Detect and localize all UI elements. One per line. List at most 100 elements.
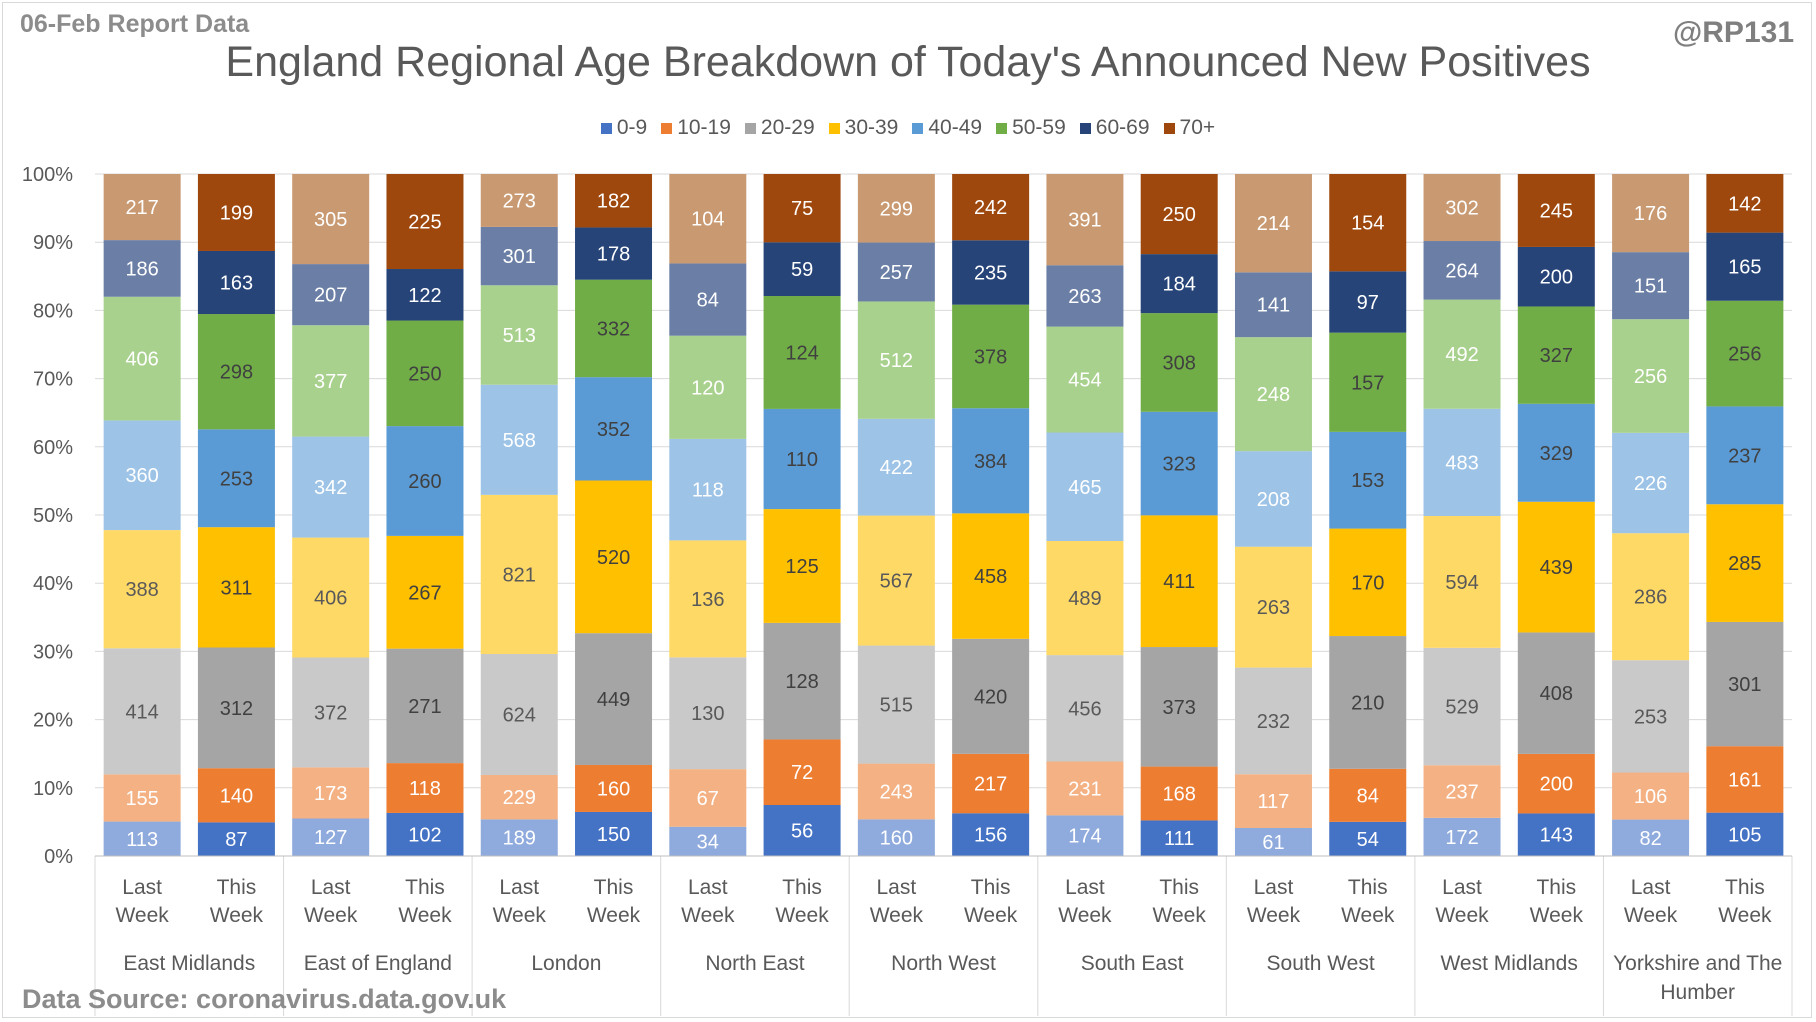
bar-segment — [480, 285, 558, 385]
bar-segment — [1140, 411, 1218, 516]
bar-segment — [197, 174, 275, 251]
bar-segment — [763, 622, 841, 740]
y-tick-label: 10% — [33, 778, 73, 800]
bar-segment — [197, 647, 275, 769]
bar-segment — [1329, 431, 1407, 529]
bar-segment — [763, 408, 841, 510]
bar-segment — [1706, 300, 1784, 407]
bar-segment — [857, 301, 935, 419]
bar-segment — [763, 296, 841, 409]
bar-value-label: 250 — [408, 363, 441, 385]
bar-segment — [1423, 647, 1501, 766]
bar-value-label: 75 — [791, 198, 813, 220]
bar-segment — [292, 174, 370, 265]
bar-segment — [386, 426, 464, 536]
bar-value-label: 160 — [880, 828, 913, 850]
bar-value-label: 245 — [1540, 200, 1573, 222]
bar-segment — [1046, 326, 1124, 433]
bar-segment — [575, 174, 653, 228]
y-tick-label: 80% — [33, 300, 73, 322]
legend-swatch — [661, 123, 673, 134]
bar-segment — [1046, 174, 1124, 266]
bar-segment — [669, 174, 747, 264]
legend-item-50-59: 50-59 — [996, 116, 1066, 140]
author-handle: @RP131 — [1673, 16, 1794, 49]
bar-segment — [1612, 252, 1690, 320]
bar-value-label: 130 — [691, 703, 724, 725]
bar-segment — [575, 279, 653, 378]
bar-segment — [1517, 813, 1595, 856]
bar-segment — [1517, 501, 1595, 633]
bar-segment — [575, 811, 653, 856]
bar-value-label: 124 — [785, 342, 818, 364]
x-subcategory-label: This — [1725, 876, 1765, 899]
x-subcategory-label: This — [782, 876, 822, 899]
bar-value-label: 449 — [597, 689, 630, 711]
legend-swatch — [996, 123, 1008, 134]
bar-value-label: 483 — [1445, 452, 1478, 474]
bar-segment — [1234, 451, 1312, 547]
bar-segment — [480, 819, 558, 856]
bar-segment — [857, 515, 935, 646]
bar-value-label: 84 — [697, 290, 719, 312]
x-region-label: South East — [1081, 952, 1184, 975]
bar-value-label: 178 — [597, 244, 630, 266]
x-region-label: North East — [705, 952, 804, 975]
bar-value-label: 520 — [597, 547, 630, 569]
bar-value-label: 489 — [1068, 588, 1101, 610]
x-subcategory-label: Week — [1718, 904, 1772, 927]
bar-segment — [763, 739, 841, 806]
bar-segment — [197, 250, 275, 315]
bar-value-label: 182 — [597, 191, 630, 213]
bar-value-label: 110 — [786, 449, 818, 471]
bar-value-label: 174 — [1068, 826, 1101, 848]
bar-segment — [952, 753, 1030, 814]
bar-segment — [1706, 232, 1784, 301]
bar-segment — [1329, 528, 1407, 637]
bar-segment — [952, 513, 1030, 639]
x-subcategory-label: Week — [210, 904, 264, 927]
x-subcategory-label: Last — [499, 876, 539, 899]
bar-value-label: 153 — [1351, 470, 1384, 492]
x-region-label: East Midlands — [123, 952, 255, 975]
bar-value-label: 207 — [314, 285, 347, 307]
bar-segment — [1612, 174, 1690, 253]
bar-value-label: 87 — [225, 829, 247, 851]
bar-value-label: 235 — [974, 262, 1007, 284]
bar-value-label: 176 — [1634, 203, 1667, 225]
bar-segment — [1423, 299, 1501, 409]
bar-value-label: 163 — [220, 273, 253, 295]
legend-item-40-49: 40-49 — [912, 116, 982, 140]
bar-segment — [1329, 271, 1407, 333]
bar-segment — [575, 633, 653, 765]
bar-segment — [1706, 812, 1784, 856]
x-subcategory-label: Week — [870, 904, 924, 927]
bar-value-label: 298 — [220, 362, 253, 384]
x-subcategory-label: Week — [1153, 904, 1207, 927]
bar-segment — [1140, 820, 1218, 856]
bar-value-label: 150 — [597, 824, 630, 846]
bar-segment — [1423, 515, 1501, 648]
bar-value-label: 257 — [880, 262, 913, 284]
bar-segment — [1423, 817, 1501, 856]
bar-value-label: 111 — [1164, 828, 1194, 850]
bar-segment — [857, 763, 935, 820]
bar-value-label: 420 — [974, 686, 1007, 708]
bar-value-label: 237 — [1728, 445, 1761, 467]
legend: 0-9 10-19 20-29 30-39 40-49 50-59 60-69 70+ — [0, 116, 1816, 140]
x-subcategory-label: Week — [398, 904, 452, 927]
bar-segment — [103, 240, 181, 297]
bar-value-label: 232 — [1257, 711, 1290, 733]
bar-segment — [480, 384, 558, 495]
x-subcategory-label: Week — [775, 904, 829, 927]
bar-value-label: 286 — [1634, 587, 1667, 609]
bar-segment — [103, 174, 181, 241]
bar-segment — [669, 657, 747, 770]
bar-segment — [1517, 403, 1595, 502]
legend-label: 50-59 — [1012, 116, 1066, 139]
bar-segment — [386, 320, 464, 427]
bar-segment — [1612, 533, 1690, 661]
bar-value-label: 624 — [503, 704, 536, 726]
x-subcategory-label: This — [217, 876, 257, 899]
x-subcategory-label: Week — [1341, 904, 1395, 927]
